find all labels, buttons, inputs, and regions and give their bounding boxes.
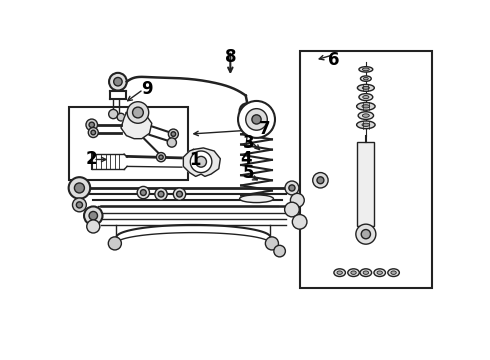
Circle shape: [156, 153, 166, 162]
Circle shape: [86, 119, 98, 131]
Ellipse shape: [361, 76, 371, 81]
Ellipse shape: [377, 271, 382, 274]
Ellipse shape: [348, 269, 359, 276]
Circle shape: [238, 101, 275, 138]
Bar: [69, 107, 188, 180]
Circle shape: [190, 151, 212, 172]
Ellipse shape: [362, 123, 370, 126]
Circle shape: [176, 191, 182, 197]
Text: 4: 4: [240, 150, 251, 168]
Circle shape: [127, 102, 149, 123]
Circle shape: [313, 172, 328, 188]
Circle shape: [158, 191, 164, 197]
Ellipse shape: [357, 84, 374, 91]
Circle shape: [108, 237, 122, 250]
Ellipse shape: [358, 112, 373, 120]
Circle shape: [155, 188, 167, 200]
Circle shape: [356, 224, 376, 244]
Circle shape: [289, 185, 295, 191]
Circle shape: [266, 237, 278, 250]
Ellipse shape: [391, 271, 396, 274]
Text: 8: 8: [224, 48, 236, 66]
Circle shape: [73, 198, 86, 212]
Circle shape: [171, 132, 175, 136]
Ellipse shape: [363, 68, 369, 71]
Text: 9: 9: [141, 80, 153, 98]
Circle shape: [88, 127, 98, 138]
Ellipse shape: [240, 195, 273, 203]
Circle shape: [109, 109, 118, 119]
Circle shape: [167, 138, 176, 147]
Text: 3: 3: [243, 134, 255, 152]
Bar: [357, 142, 374, 226]
Ellipse shape: [363, 271, 368, 274]
Circle shape: [173, 188, 186, 200]
Polygon shape: [121, 112, 152, 139]
Circle shape: [87, 220, 100, 233]
Ellipse shape: [351, 271, 356, 274]
Ellipse shape: [388, 269, 399, 276]
Ellipse shape: [363, 95, 369, 99]
Ellipse shape: [360, 269, 371, 276]
Circle shape: [91, 130, 96, 135]
Circle shape: [361, 230, 370, 239]
Text: 5: 5: [243, 163, 255, 181]
Bar: [300, 51, 432, 288]
Circle shape: [169, 129, 178, 139]
Ellipse shape: [337, 271, 343, 274]
Circle shape: [76, 202, 82, 208]
Circle shape: [240, 103, 255, 119]
Ellipse shape: [359, 67, 373, 72]
Circle shape: [89, 122, 95, 127]
Circle shape: [293, 215, 307, 229]
Circle shape: [285, 181, 299, 195]
Ellipse shape: [362, 105, 370, 108]
Text: 7: 7: [258, 121, 270, 139]
Circle shape: [196, 156, 206, 167]
Circle shape: [245, 109, 268, 130]
Circle shape: [141, 190, 146, 195]
Ellipse shape: [357, 103, 375, 110]
Circle shape: [274, 245, 285, 257]
Text: 1: 1: [189, 151, 201, 169]
Circle shape: [159, 155, 163, 159]
Ellipse shape: [334, 269, 345, 276]
Circle shape: [132, 107, 143, 118]
Circle shape: [244, 108, 251, 114]
Circle shape: [291, 193, 304, 207]
Circle shape: [317, 177, 324, 184]
Ellipse shape: [363, 114, 369, 117]
Circle shape: [117, 113, 125, 121]
Circle shape: [285, 202, 299, 217]
Text: 6: 6: [328, 51, 339, 69]
Polygon shape: [183, 148, 220, 176]
Circle shape: [84, 206, 102, 225]
Circle shape: [252, 115, 261, 124]
Ellipse shape: [357, 121, 375, 129]
Circle shape: [109, 73, 127, 91]
Text: 2: 2: [86, 150, 98, 168]
Circle shape: [114, 77, 122, 86]
Circle shape: [89, 211, 98, 220]
Ellipse shape: [374, 269, 386, 276]
Ellipse shape: [359, 94, 373, 100]
Ellipse shape: [364, 77, 368, 80]
Circle shape: [74, 183, 84, 193]
Circle shape: [69, 177, 90, 199]
Circle shape: [137, 186, 149, 199]
Ellipse shape: [362, 86, 369, 89]
